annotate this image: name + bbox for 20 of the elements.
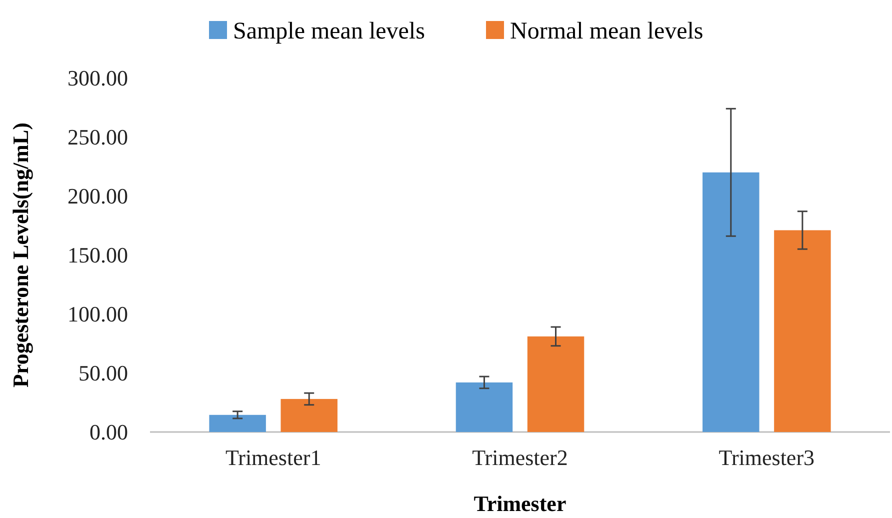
- y-tick-label: 50.00: [78, 360, 128, 386]
- y-tick-label: 250.00: [68, 124, 128, 150]
- bar: [774, 230, 831, 432]
- bar: [702, 172, 760, 432]
- y-tick-label: 100.00: [68, 302, 128, 327]
- bar: [456, 382, 513, 432]
- bar: [280, 398, 338, 432]
- legend-label: Normal mean levels: [510, 18, 704, 44]
- x-axis-title: Trimester: [474, 491, 566, 516]
- y-tick-label: 200.00: [68, 184, 128, 209]
- y-axis-title: Progesterone Levels(ng/mL): [8, 122, 33, 388]
- y-tick-label: 300.00: [68, 66, 128, 91]
- x-tick-label: Trimester1: [225, 445, 322, 470]
- legend-label: Sample mean levels: [233, 18, 425, 44]
- y-tick-label: 0.00: [90, 420, 128, 445]
- bar: [209, 414, 266, 432]
- x-tick-label: Trimester2: [472, 445, 568, 470]
- y-tick-label: 150.00: [68, 242, 128, 268]
- bar: [527, 336, 584, 432]
- x-tick-label: Trimester3: [718, 445, 815, 470]
